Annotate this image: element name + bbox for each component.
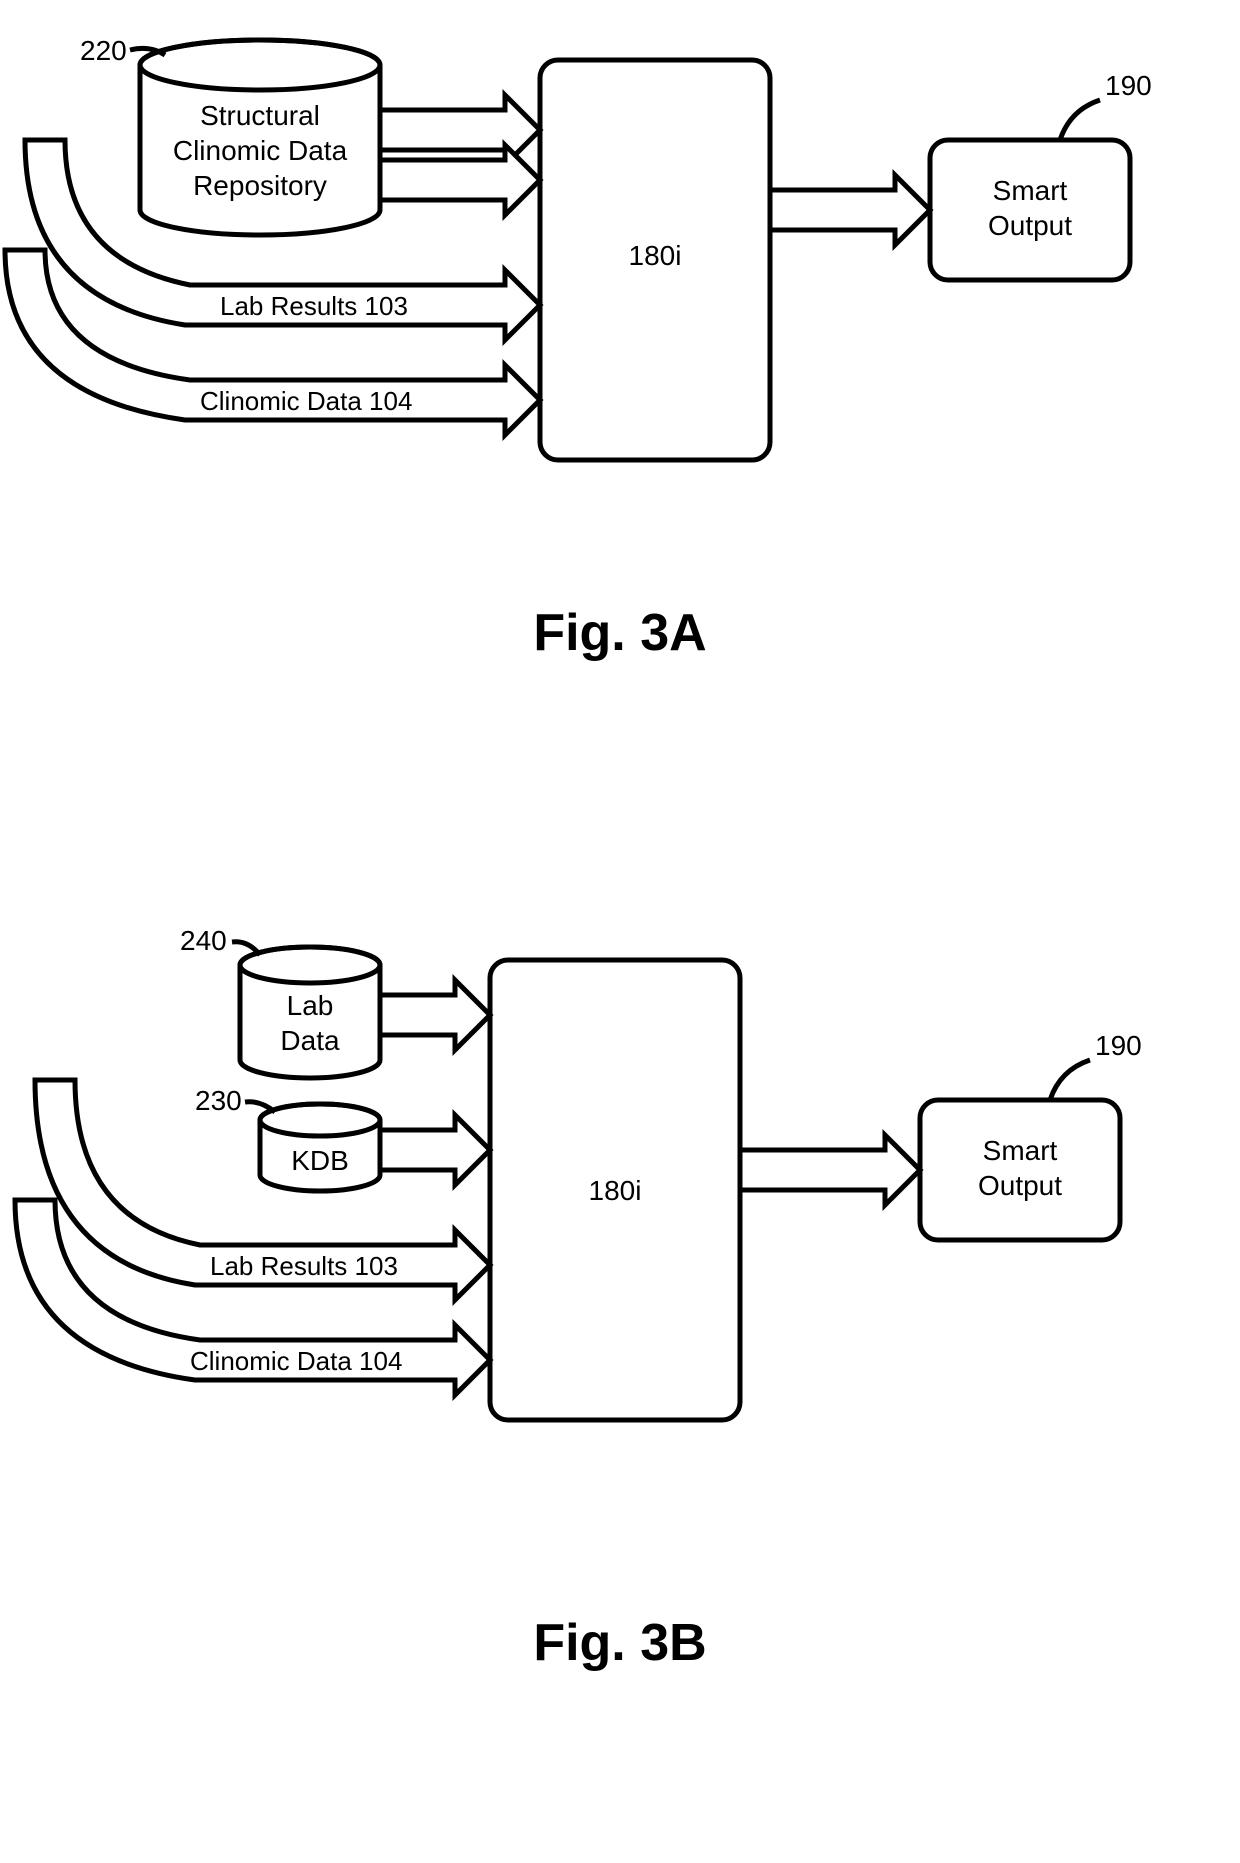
- fig-3b: 180i Smart Output 190 Lab Data 240 KDB 2: [15, 925, 1142, 1672]
- output-line2-b: Output: [978, 1170, 1062, 1201]
- output-ref: 190: [1105, 70, 1152, 101]
- fig3a-caption: Fig. 3A: [533, 604, 706, 662]
- cyl230-ref: 230: [195, 1085, 242, 1116]
- output-ref-b: 190: [1095, 1030, 1142, 1061]
- cyl220-ref: 220: [80, 35, 127, 66]
- cyl220-line1: Structural: [200, 100, 320, 131]
- output-ref-leader-b: [1050, 1060, 1090, 1100]
- processor-label-b: 180i: [589, 1175, 642, 1206]
- flow-label-lab-b: Lab Results 103: [210, 1251, 398, 1281]
- cyl240-line1: Lab: [287, 990, 334, 1021]
- cylinder-220: Structural Clinomic Data Repository: [140, 40, 380, 235]
- cylinder-240: Lab Data: [240, 947, 380, 1078]
- arrow-proc-to-output-b: [740, 1135, 920, 1205]
- cyl230-line1: KDB: [291, 1145, 349, 1176]
- processor-label: 180i: [629, 240, 682, 271]
- output-ref-leader: [1060, 100, 1100, 140]
- cyl220-line3: Repository: [193, 170, 327, 201]
- output-line1: Smart: [993, 175, 1068, 206]
- cyl240-ref-leader: [232, 942, 260, 955]
- cyl240-ref: 240: [180, 925, 227, 956]
- diagram-canvas: 180i Smart Output 190 Structural Clinomi…: [0, 0, 1240, 1863]
- output-line2: Output: [988, 210, 1072, 241]
- arrow-proc-to-output: [770, 175, 930, 245]
- output-line1-b: Smart: [983, 1135, 1058, 1166]
- flow-label-clin: Clinomic Data 104: [200, 386, 412, 416]
- cylinder-230: KDB: [260, 1104, 380, 1191]
- flow-label-clin-b: Clinomic Data 104: [190, 1346, 402, 1376]
- fig3b-caption: Fig. 3B: [533, 1614, 706, 1672]
- arrow-cyl230-proc: [380, 1115, 490, 1185]
- cyl220-line2: Clinomic Data: [173, 135, 348, 166]
- flow-label-lab: Lab Results 103: [220, 291, 408, 321]
- arrow-cyl240-proc: [380, 980, 490, 1050]
- cyl230-ref-leader: [245, 1102, 275, 1112]
- arrow-cyl-proc-2: [380, 145, 540, 215]
- cyl240-line2: Data: [280, 1025, 340, 1056]
- fig-3a: 180i Smart Output 190 Structural Clinomi…: [5, 35, 1152, 662]
